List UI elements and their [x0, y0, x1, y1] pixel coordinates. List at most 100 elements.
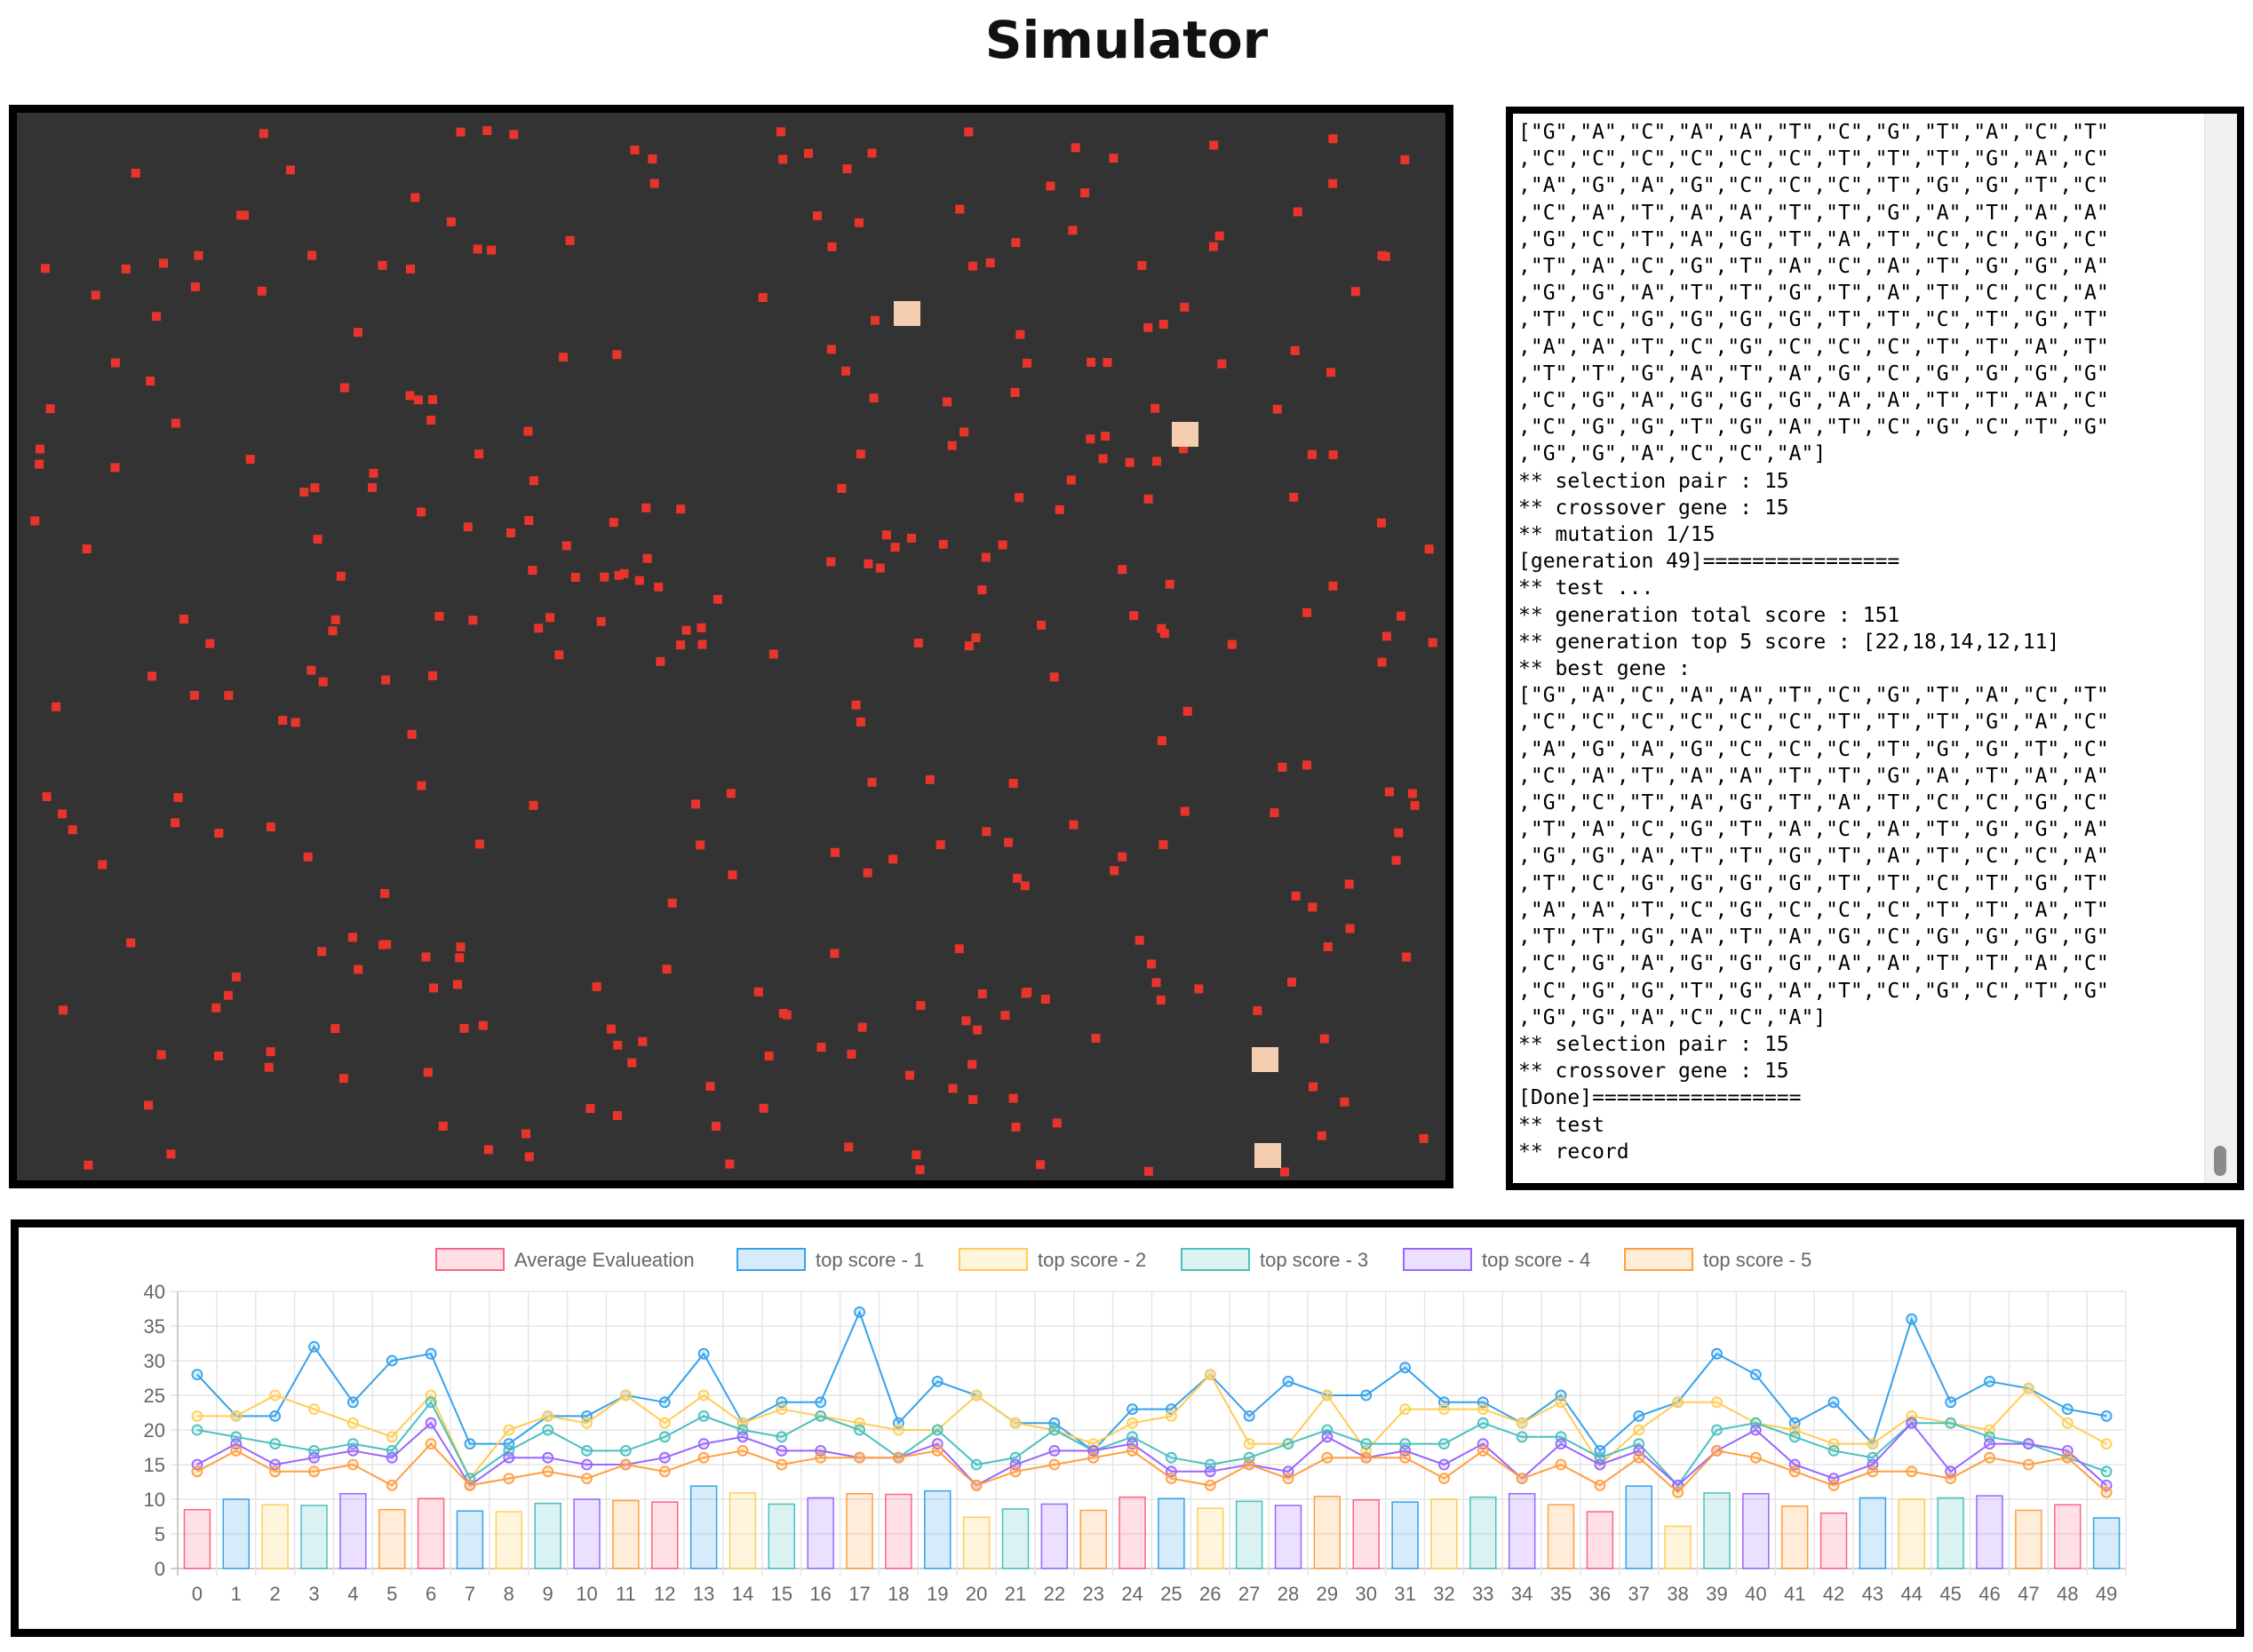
series-point[interactable]: [854, 1451, 865, 1464]
series-point[interactable]: [970, 1479, 983, 1491]
series-point[interactable]: [191, 1465, 203, 1478]
series-point[interactable]: [1788, 1431, 1801, 1443]
series-point[interactable]: [308, 1451, 320, 1464]
average-bar[interactable]: [300, 1505, 328, 1569]
series-point[interactable]: [1321, 1451, 1333, 1464]
series-point[interactable]: [1711, 1444, 1723, 1457]
average-bar[interactable]: [2092, 1517, 2121, 1569]
series-point[interactable]: [2100, 1438, 2113, 1450]
series-point[interactable]: [931, 1424, 943, 1436]
average-bar[interactable]: [1274, 1505, 1302, 1569]
series-point[interactable]: [1321, 1389, 1333, 1402]
series-point[interactable]: [1749, 1424, 1762, 1436]
series-point[interactable]: [1399, 1362, 1411, 1374]
series-point[interactable]: [1321, 1431, 1333, 1443]
average-bar[interactable]: [1197, 1507, 1224, 1569]
series-point[interactable]: [1438, 1458, 1450, 1471]
series-point[interactable]: [1166, 1410, 1177, 1422]
series-point[interactable]: [1477, 1444, 1489, 1457]
series-point[interactable]: [1867, 1438, 1879, 1450]
simulator-canvas[interactable]: [9, 105, 1453, 1188]
series-point[interactable]: [1555, 1396, 1567, 1409]
series-point[interactable]: [2100, 1410, 2113, 1422]
series-point[interactable]: [1633, 1424, 1645, 1436]
series-point[interactable]: [893, 1424, 904, 1436]
average-bar[interactable]: [1937, 1497, 1964, 1569]
average-bar[interactable]: [728, 1492, 757, 1569]
series-point[interactable]: [386, 1354, 398, 1367]
series-point[interactable]: [269, 1410, 282, 1422]
series-point[interactable]: [1788, 1465, 1801, 1478]
series-point[interactable]: [1827, 1479, 1840, 1491]
series-point[interactable]: [1399, 1403, 1411, 1416]
average-bar[interactable]: [2053, 1504, 2082, 1569]
series-point[interactable]: [425, 1417, 437, 1429]
series-point[interactable]: [269, 1438, 282, 1450]
legend-swatch[interactable]: [736, 1248, 806, 1271]
series-point[interactable]: [776, 1458, 788, 1471]
average-bar[interactable]: [689, 1485, 718, 1569]
series-point[interactable]: [1555, 1438, 1567, 1450]
legend-swatch[interactable]: [435, 1248, 505, 1271]
average-bar[interactable]: [417, 1497, 445, 1569]
legend-swatch[interactable]: [1403, 1248, 1472, 1271]
series-point[interactable]: [1204, 1369, 1216, 1381]
series-point[interactable]: [1906, 1313, 1918, 1325]
average-bar[interactable]: [1119, 1496, 1146, 1569]
log-panel[interactable]: ["G","A","C","A","A","T","C","G","T","A"…: [1506, 107, 2244, 1190]
average-bar[interactable]: [456, 1510, 484, 1569]
average-bar[interactable]: [846, 1493, 873, 1569]
series-point[interactable]: [1984, 1438, 1995, 1450]
legend-swatch[interactable]: [959, 1248, 1028, 1271]
series-point[interactable]: [1984, 1451, 1995, 1464]
average-bar[interactable]: [1703, 1492, 1731, 1569]
series-point[interactable]: [1827, 1396, 1840, 1409]
series-point[interactable]: [269, 1465, 282, 1478]
series-point[interactable]: [1009, 1465, 1022, 1478]
average-bar[interactable]: [1313, 1496, 1341, 1569]
series-point[interactable]: [1906, 1417, 1918, 1429]
series-point[interactable]: [658, 1417, 671, 1429]
average-bar[interactable]: [1664, 1525, 1692, 1569]
average-bar[interactable]: [1742, 1493, 1770, 1569]
average-bar[interactable]: [924, 1489, 951, 1569]
series-point[interactable]: [931, 1375, 943, 1387]
series-point[interactable]: [854, 1424, 865, 1436]
series-point[interactable]: [1126, 1417, 1138, 1429]
series-point[interactable]: [503, 1473, 515, 1485]
series-point[interactable]: [386, 1479, 398, 1491]
series-point[interactable]: [1945, 1417, 1957, 1429]
series-point[interactable]: [1282, 1473, 1294, 1485]
series-point[interactable]: [1438, 1403, 1450, 1416]
series-point[interactable]: [1048, 1458, 1061, 1471]
series-point[interactable]: [1477, 1417, 1489, 1429]
series-point[interactable]: [2061, 1417, 2074, 1429]
series-point[interactable]: [776, 1444, 788, 1457]
series-point[interactable]: [1633, 1410, 1645, 1422]
series-point[interactable]: [1243, 1458, 1255, 1471]
series-point[interactable]: [619, 1444, 632, 1457]
series-point[interactable]: [1711, 1424, 1723, 1436]
series-point[interactable]: [542, 1424, 554, 1436]
series-point[interactable]: [346, 1458, 359, 1471]
series-point[interactable]: [1204, 1479, 1216, 1491]
series-point[interactable]: [2022, 1382, 2034, 1394]
series-point[interactable]: [1945, 1396, 1957, 1409]
series-point[interactable]: [1243, 1438, 1255, 1450]
series-point[interactable]: [854, 1307, 865, 1318]
series-point[interactable]: [1438, 1473, 1450, 1485]
average-bar[interactable]: [261, 1504, 289, 1569]
series-point[interactable]: [1749, 1369, 1762, 1381]
series-point[interactable]: [542, 1465, 554, 1478]
series-point[interactable]: [1477, 1403, 1489, 1416]
series-point[interactable]: [658, 1396, 671, 1409]
series-point[interactable]: [1048, 1424, 1061, 1436]
series-point[interactable]: [1672, 1396, 1684, 1409]
series-point[interactable]: [815, 1410, 827, 1422]
series-point[interactable]: [970, 1458, 983, 1471]
average-bar[interactable]: [962, 1516, 991, 1569]
series-point[interactable]: [1009, 1417, 1022, 1429]
series-point[interactable]: [542, 1410, 554, 1422]
series-point[interactable]: [386, 1431, 398, 1443]
average-bar[interactable]: [1040, 1503, 1069, 1569]
